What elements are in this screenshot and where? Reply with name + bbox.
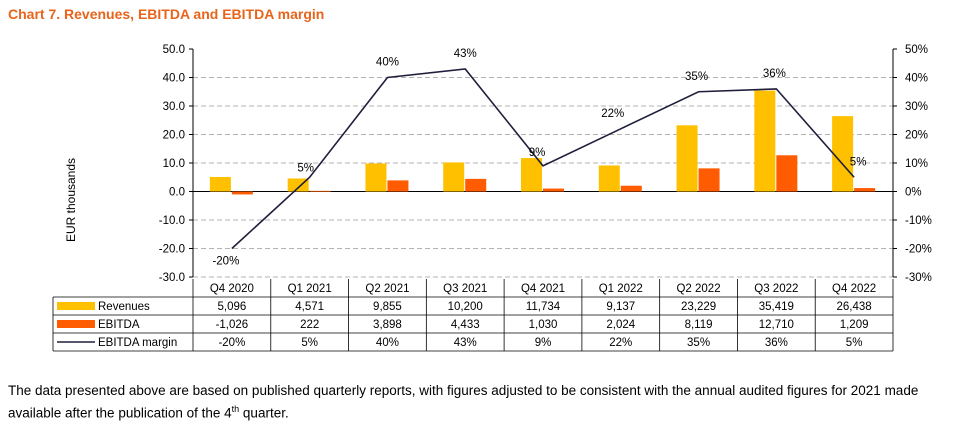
revenue-bar bbox=[209, 176, 231, 192]
table-cell: 23,229 bbox=[681, 301, 716, 313]
revenue-bar bbox=[598, 165, 620, 192]
table-cell: 5% bbox=[301, 337, 318, 349]
table-cell: 12,710 bbox=[759, 319, 794, 331]
y2-tick-label: 40% bbox=[905, 73, 928, 85]
ebitda-bar bbox=[620, 185, 642, 192]
y-tick-label: 40.0 bbox=[163, 73, 185, 85]
table-cell: 1,030 bbox=[529, 319, 558, 331]
footnote-text-end: quarter. bbox=[239, 405, 289, 421]
margin-data-label: 5% bbox=[297, 162, 314, 174]
ebitda-bar bbox=[231, 191, 253, 195]
margin-data-label: 35% bbox=[685, 71, 708, 83]
y-tick-label: -30.0 bbox=[159, 272, 185, 284]
margin-line: -20% 5% 40% 43% 9% 22% 35% 36% 5% bbox=[212, 48, 866, 268]
revenue-bar bbox=[443, 162, 465, 192]
footnote-superscript: th bbox=[231, 404, 240, 414]
y2-tick-label: -20% bbox=[905, 244, 932, 256]
data-table: Q4 2020 Q1 2021 Q2 2021 Q3 2021 Q4 2021 Q1 20… bbox=[52, 279, 894, 352]
category-label: Q4 2022 bbox=[832, 283, 876, 295]
legend-label: EBITDA margin bbox=[98, 337, 177, 349]
revenue-bar bbox=[832, 116, 854, 192]
table-cell: 22% bbox=[609, 337, 632, 349]
y2-tick-label: -10% bbox=[905, 215, 932, 227]
revenue-bar bbox=[521, 158, 542, 192]
ebitda-bar bbox=[309, 190, 331, 192]
category-label: Q1 2021 bbox=[288, 283, 332, 295]
y-tick-label: -20.0 bbox=[159, 244, 185, 256]
right-axis: 50% 40% 30% 20% 10% 0% -10% -20% -30% bbox=[892, 44, 932, 284]
table-cell: -1,026 bbox=[216, 319, 249, 331]
y-axis-label: EUR thousands bbox=[64, 158, 78, 242]
chart-title: Chart 7. Revenues, EBITDA and EBITDA mar… bbox=[8, 6, 325, 22]
table-cell: 9% bbox=[535, 337, 552, 349]
category-label: Q2 2022 bbox=[676, 283, 720, 295]
margin-data-label: 5% bbox=[850, 156, 867, 168]
ebitda-bar bbox=[854, 188, 876, 192]
table-cell: 4,433 bbox=[451, 319, 480, 331]
table-cell: 36% bbox=[765, 337, 788, 349]
margin-data-label: 40% bbox=[376, 57, 399, 69]
table-cell: 43% bbox=[454, 337, 477, 349]
footnote-text: The data presented above are based on pu… bbox=[8, 383, 919, 421]
y2-tick-label: 30% bbox=[905, 101, 928, 113]
table-cell: 4,571 bbox=[295, 301, 324, 313]
category-label: Q4 2021 bbox=[521, 283, 565, 295]
y2-tick-label: -30% bbox=[905, 272, 932, 284]
table-cell: 1,209 bbox=[840, 319, 869, 331]
table-cell: 3,898 bbox=[373, 319, 402, 331]
table-cell: 8,119 bbox=[685, 319, 713, 331]
category-label: Q4 2020 bbox=[210, 283, 254, 295]
table-cell: 2,024 bbox=[606, 319, 635, 331]
legend-label: Revenues bbox=[98, 301, 150, 313]
y2-tick-label: 0% bbox=[905, 187, 922, 199]
ebitda-bar bbox=[387, 180, 409, 192]
table-cell: 5% bbox=[846, 337, 863, 349]
chart-area: 50.0 40.0 30.0 20.0 10.0 0.0 -10.0 -20.0 -30.0 5… bbox=[52, 44, 932, 352]
revenue-bar bbox=[676, 125, 698, 192]
left-axis: 50.0 40.0 30.0 20.0 10.0 0.0 -10.0 -20.0 -30.0 bbox=[159, 44, 194, 284]
table-cell: 5,096 bbox=[217, 301, 246, 313]
y2-tick-label: 20% bbox=[905, 130, 928, 142]
margin-line-path bbox=[231, 68, 855, 250]
table-cell: 222 bbox=[300, 319, 319, 331]
revenue-bar bbox=[365, 163, 387, 192]
category-label: Q1 2022 bbox=[599, 283, 643, 295]
y-tick-label: 50.0 bbox=[163, 44, 185, 56]
table-cell: 26,438 bbox=[837, 301, 872, 313]
ebitda-bar bbox=[465, 178, 487, 192]
table-cell: 40% bbox=[376, 337, 399, 349]
margin-data-label: 36% bbox=[763, 68, 786, 80]
margin-data-label: 22% bbox=[601, 108, 624, 120]
y-tick-label: 10.0 bbox=[163, 158, 185, 170]
y2-tick-label: 10% bbox=[905, 158, 928, 170]
y-tick-label: 0.0 bbox=[169, 187, 185, 199]
legend-label: EBITDA bbox=[98, 319, 140, 331]
ebitda-bar bbox=[698, 168, 720, 192]
table-cell: 10,200 bbox=[448, 301, 483, 313]
legend-swatch-ebitda bbox=[57, 320, 95, 328]
table-cell: -20% bbox=[218, 337, 245, 349]
y2-tick-label: 50% bbox=[905, 44, 928, 56]
margin-data-label: 43% bbox=[454, 48, 477, 60]
y-tick-label: -10.0 bbox=[159, 215, 185, 227]
y-tick-label: 30.0 bbox=[163, 101, 185, 113]
revenue-bar bbox=[754, 90, 776, 192]
category-label: Q2 2021 bbox=[365, 283, 409, 295]
table-cell: 35,419 bbox=[759, 301, 794, 313]
category-label: Q3 2021 bbox=[443, 283, 487, 295]
table-cell: 11,734 bbox=[526, 301, 561, 313]
y-tick-label: 20.0 bbox=[163, 130, 185, 142]
legend-swatch-revenues bbox=[57, 302, 95, 310]
margin-data-label: -20% bbox=[212, 256, 239, 268]
table-cell: 9,855 bbox=[373, 301, 402, 313]
revenue-bar bbox=[287, 178, 309, 192]
category-label: Q3 2022 bbox=[754, 283, 798, 295]
ebitda-bar bbox=[543, 188, 564, 192]
footnote: The data presented above are based on pu… bbox=[8, 381, 953, 423]
ebitda-bar bbox=[776, 155, 798, 192]
margin-data-label: 9% bbox=[529, 147, 546, 159]
table-cell: 35% bbox=[687, 337, 710, 349]
bars bbox=[209, 90, 876, 195]
table-cell: 9,137 bbox=[606, 301, 635, 313]
